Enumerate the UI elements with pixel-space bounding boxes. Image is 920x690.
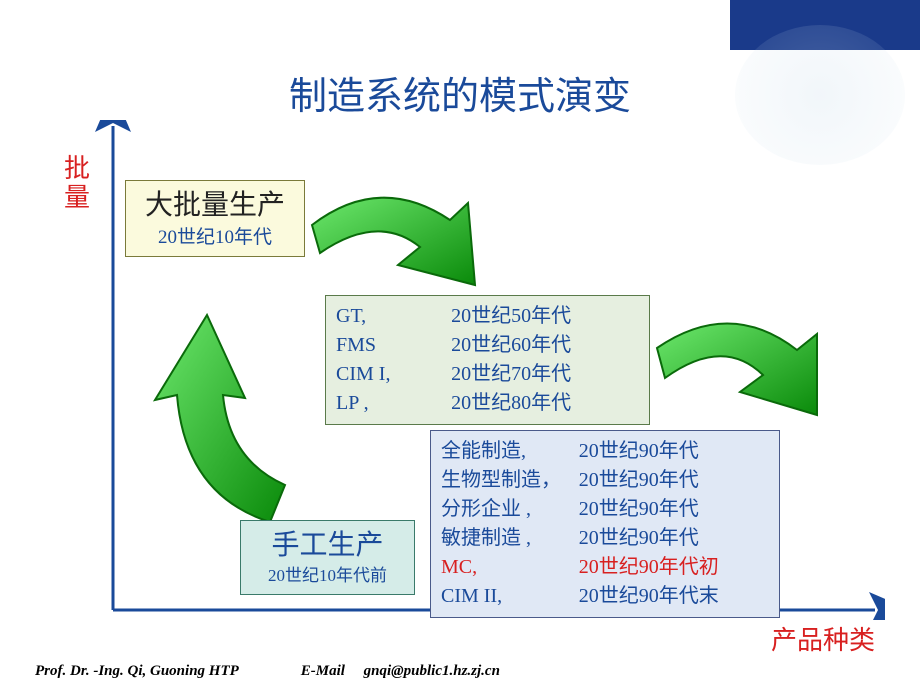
- cell-term: LP ,: [336, 389, 451, 418]
- curved-arrow-left: [135, 260, 315, 540]
- table-row: GT,20世纪50年代: [336, 302, 639, 331]
- cell-era: 20世纪90年代: [579, 524, 769, 553]
- box4-title: 手工生产: [251, 527, 404, 565]
- cell-era: 20世纪50年代: [451, 302, 639, 331]
- footer: Prof. Dr. -Ing. Qi, Guoning HTP E-Mail g…: [35, 663, 500, 680]
- cell-term: CIM II,: [441, 582, 579, 611]
- cell-term: GT,: [336, 302, 451, 331]
- curved-arrow-top: [300, 175, 510, 315]
- cell-era: 20世纪90年代末: [579, 582, 769, 611]
- cell-era: 20世纪70年代: [451, 360, 639, 389]
- table-row: LP ,20世纪80年代: [336, 389, 639, 418]
- cell-term: MC,: [441, 553, 579, 582]
- box-nineties: 全能制造,20世纪90年代生物型制造，20世纪90年代分形企业 ,20世纪90年…: [430, 430, 780, 618]
- cell-term: 分形企业 ,: [441, 495, 579, 524]
- cell-era: 20世纪80年代: [451, 389, 639, 418]
- box1-subtitle: 20世纪10年代: [136, 225, 294, 251]
- footer-email: gnqi@public1.hz.zj.cn: [364, 663, 500, 679]
- cell-term: FMS: [336, 331, 451, 360]
- table-row: 敏捷制造 ,20世纪90年代: [441, 524, 769, 553]
- table-row: CIM I,20世纪70年代: [336, 360, 639, 389]
- cell-era: 20世纪90年代: [579, 495, 769, 524]
- x-axis-label: 产品种类: [771, 620, 875, 657]
- box-handcraft: 手工生产 20世纪10年代前: [240, 520, 415, 595]
- table-row: CIM II,20世纪90年代末: [441, 582, 769, 611]
- box1-title: 大批量生产: [136, 187, 294, 225]
- cell-term: 敏捷制造 ,: [441, 524, 579, 553]
- cell-era: 20世纪90年代初: [579, 553, 769, 582]
- table-row: 分形企业 ,20世纪90年代: [441, 495, 769, 524]
- cell-term: 全能制造,: [441, 437, 579, 466]
- table-row: FMS20世纪60年代: [336, 331, 639, 360]
- cell-term: 生物型制造，: [441, 466, 579, 495]
- table-row: 全能制造,20世纪90年代: [441, 437, 769, 466]
- box-mass-production: 大批量生产 20世纪10年代: [125, 180, 305, 257]
- box-mid-century: GT,20世纪50年代FMS20世纪60年代CIM I,20世纪70年代LP ,…: [325, 295, 650, 425]
- box3-table: 全能制造,20世纪90年代生物型制造，20世纪90年代分形企业 ,20世纪90年…: [441, 437, 769, 611]
- box2-table: GT,20世纪50年代FMS20世纪60年代CIM I,20世纪70年代LP ,…: [336, 302, 639, 418]
- table-row: MC,20世纪90年代初: [441, 553, 769, 582]
- cell-term: CIM I,: [336, 360, 451, 389]
- curved-arrow-right: [645, 300, 845, 450]
- cell-era: 20世纪60年代: [451, 331, 639, 360]
- table-row: 生物型制造，20世纪90年代: [441, 466, 769, 495]
- slide-title: 制造系统的模式演变: [289, 65, 631, 120]
- footer-email-label: E-Mail: [301, 663, 345, 679]
- box4-subtitle: 20世纪10年代前: [251, 565, 404, 588]
- cell-era: 20世纪90年代: [579, 437, 769, 466]
- cell-era: 20世纪90年代: [579, 466, 769, 495]
- footer-author: Prof. Dr. -Ing. Qi, Guoning HTP: [35, 663, 238, 679]
- y-axis-label: 批量: [64, 155, 92, 212]
